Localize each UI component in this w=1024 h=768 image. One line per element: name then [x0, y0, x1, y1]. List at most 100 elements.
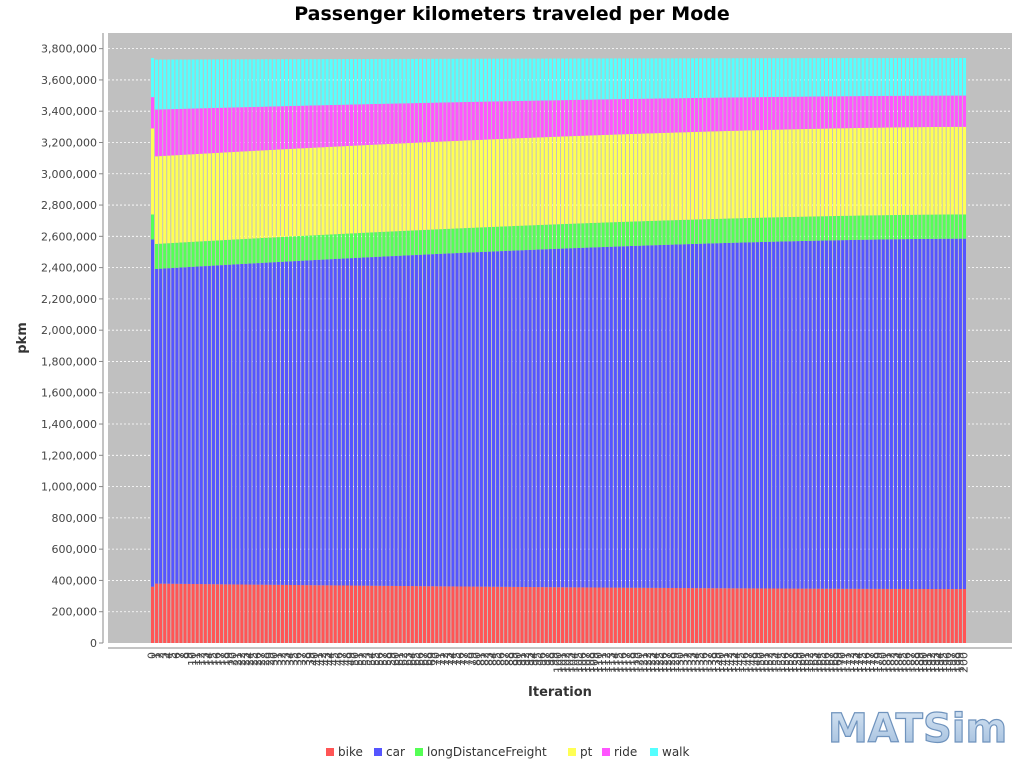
bar-segment-car	[690, 243, 694, 589]
x-tick-label: 25	[247, 652, 260, 666]
bar-segment-bike	[784, 588, 788, 643]
bar-segment-ride	[353, 104, 358, 146]
bar-segment-longDistanceFreight	[942, 214, 946, 239]
bar-segment-car	[224, 264, 228, 585]
bar-segment-car	[467, 252, 471, 587]
bar-segment-longDistanceFreight	[585, 223, 589, 248]
bar-segment-longDistanceFreight	[682, 219, 686, 245]
x-tick-label: 24	[243, 652, 256, 666]
x-tick-label: 166	[819, 652, 832, 673]
x-tick-label: 113	[604, 652, 617, 673]
bar-segment-ride	[552, 100, 556, 137]
bar-segment-ride	[508, 101, 512, 139]
bar-segment-walk	[861, 58, 865, 97]
bar-segment-walk	[788, 58, 792, 97]
x-tick-label: 89	[507, 652, 520, 666]
bar-segment-car	[569, 248, 573, 588]
bar-segment-ride	[674, 98, 678, 133]
bar-segment-longDistanceFreight	[451, 228, 455, 254]
x-tick-label: 17	[215, 652, 228, 666]
x-tick-label: 126	[657, 652, 670, 673]
bar-segment-longDistanceFreight	[260, 238, 264, 263]
bar-segment-longDistanceFreight	[581, 223, 585, 248]
bar-segment-bike	[496, 586, 500, 643]
bar-segment-longDistanceFreight	[796, 216, 800, 242]
legend-swatch-walk	[650, 748, 658, 756]
bar-segment-ride	[224, 107, 228, 153]
bar-segment-pt	[808, 128, 812, 217]
bar-segment-ride	[272, 106, 276, 150]
bar-segment-ride	[922, 95, 926, 128]
bar-segment-longDistanceFreight	[577, 223, 581, 248]
bar-segment-ride	[885, 95, 889, 128]
bar-segment-longDistanceFreight	[646, 221, 650, 246]
x-tick-label: 61	[393, 652, 406, 666]
bar-segment-walk	[496, 58, 500, 102]
x-tick-label: 151	[759, 652, 772, 673]
bar-segment-longDistanceFreight	[224, 239, 228, 265]
bar-segment-pt	[451, 141, 455, 229]
bar-segment-ride	[264, 106, 268, 151]
bar-segment-ride	[776, 96, 780, 130]
bar-segment-pt	[390, 143, 394, 232]
bar-segment-pt	[715, 131, 719, 219]
bar-segment-bike	[816, 588, 820, 643]
x-tick-label: 79	[466, 652, 479, 666]
bar-segment-longDistanceFreight	[374, 232, 378, 257]
bar-segment-walk	[244, 59, 248, 108]
bar-segment-bike	[881, 588, 885, 643]
bar-segment-bike	[151, 586, 155, 643]
bar-segment-car	[613, 246, 617, 588]
bar-segment-car	[573, 248, 577, 588]
bar-segment-ride	[337, 104, 341, 147]
bar-segment-ride	[869, 96, 873, 128]
y-tick-label: 1,600,000	[41, 387, 97, 400]
bar-segment-walk	[845, 58, 849, 97]
x-tick-label: 66	[413, 652, 426, 666]
bar-segment-car	[820, 240, 824, 589]
bar-segment-bike	[366, 585, 370, 643]
x-tick-label: 27	[255, 652, 268, 666]
bar-segment-bike	[865, 588, 869, 643]
bar-segment-bike	[877, 588, 881, 643]
bar-segment-longDistanceFreight	[654, 220, 658, 246]
bar-segment-walk	[565, 58, 569, 101]
bar-segment-ride	[759, 97, 764, 131]
bar-segment-walk	[410, 58, 414, 104]
bar-segment-car	[910, 239, 914, 589]
bar-segment-longDistanceFreight	[167, 243, 171, 269]
x-tick-label: 85	[491, 652, 504, 666]
x-tick-label: 22	[235, 652, 248, 666]
legend: bike car longDistanceFreight pt ride walk	[326, 745, 690, 759]
bar-segment-pt	[630, 133, 634, 222]
bar-segment-bike	[747, 588, 751, 643]
bar-segment-car	[934, 238, 938, 590]
legend-swatch-ride	[602, 748, 610, 756]
bar-segment-car	[252, 263, 256, 585]
bar-segment-walk	[398, 58, 402, 104]
bar-segment-longDistanceFreight	[845, 215, 849, 241]
y-tick-label: 1,000,000	[41, 481, 97, 494]
bar-segment-walk	[784, 58, 788, 97]
y-tick-label: 3,600,000	[41, 74, 97, 87]
x-tick-label: 75	[450, 652, 463, 666]
bar-segment-car	[504, 250, 508, 587]
bar-segment-walk	[394, 58, 398, 104]
bar-segment-pt	[252, 150, 256, 239]
bar-segment-pt	[366, 145, 370, 233]
x-tick-label: 125	[653, 652, 666, 673]
bar-segment-car	[565, 248, 569, 588]
bar-segment-longDistanceFreight	[370, 232, 374, 258]
bar-segment-walk	[163, 59, 167, 110]
bar-segment-car	[163, 268, 167, 584]
bar-segment-longDistanceFreight	[228, 239, 232, 265]
bar-segment-walk	[897, 58, 902, 96]
bar-segment-car	[520, 250, 524, 587]
bar-segment-walk	[881, 58, 885, 96]
x-tick-label: 13	[198, 652, 211, 666]
bar-segment-bike	[447, 586, 451, 643]
bar-segment-pt	[784, 129, 788, 218]
y-tick-label: 800,000	[52, 512, 98, 525]
bar-segment-longDistanceFreight	[938, 214, 942, 239]
